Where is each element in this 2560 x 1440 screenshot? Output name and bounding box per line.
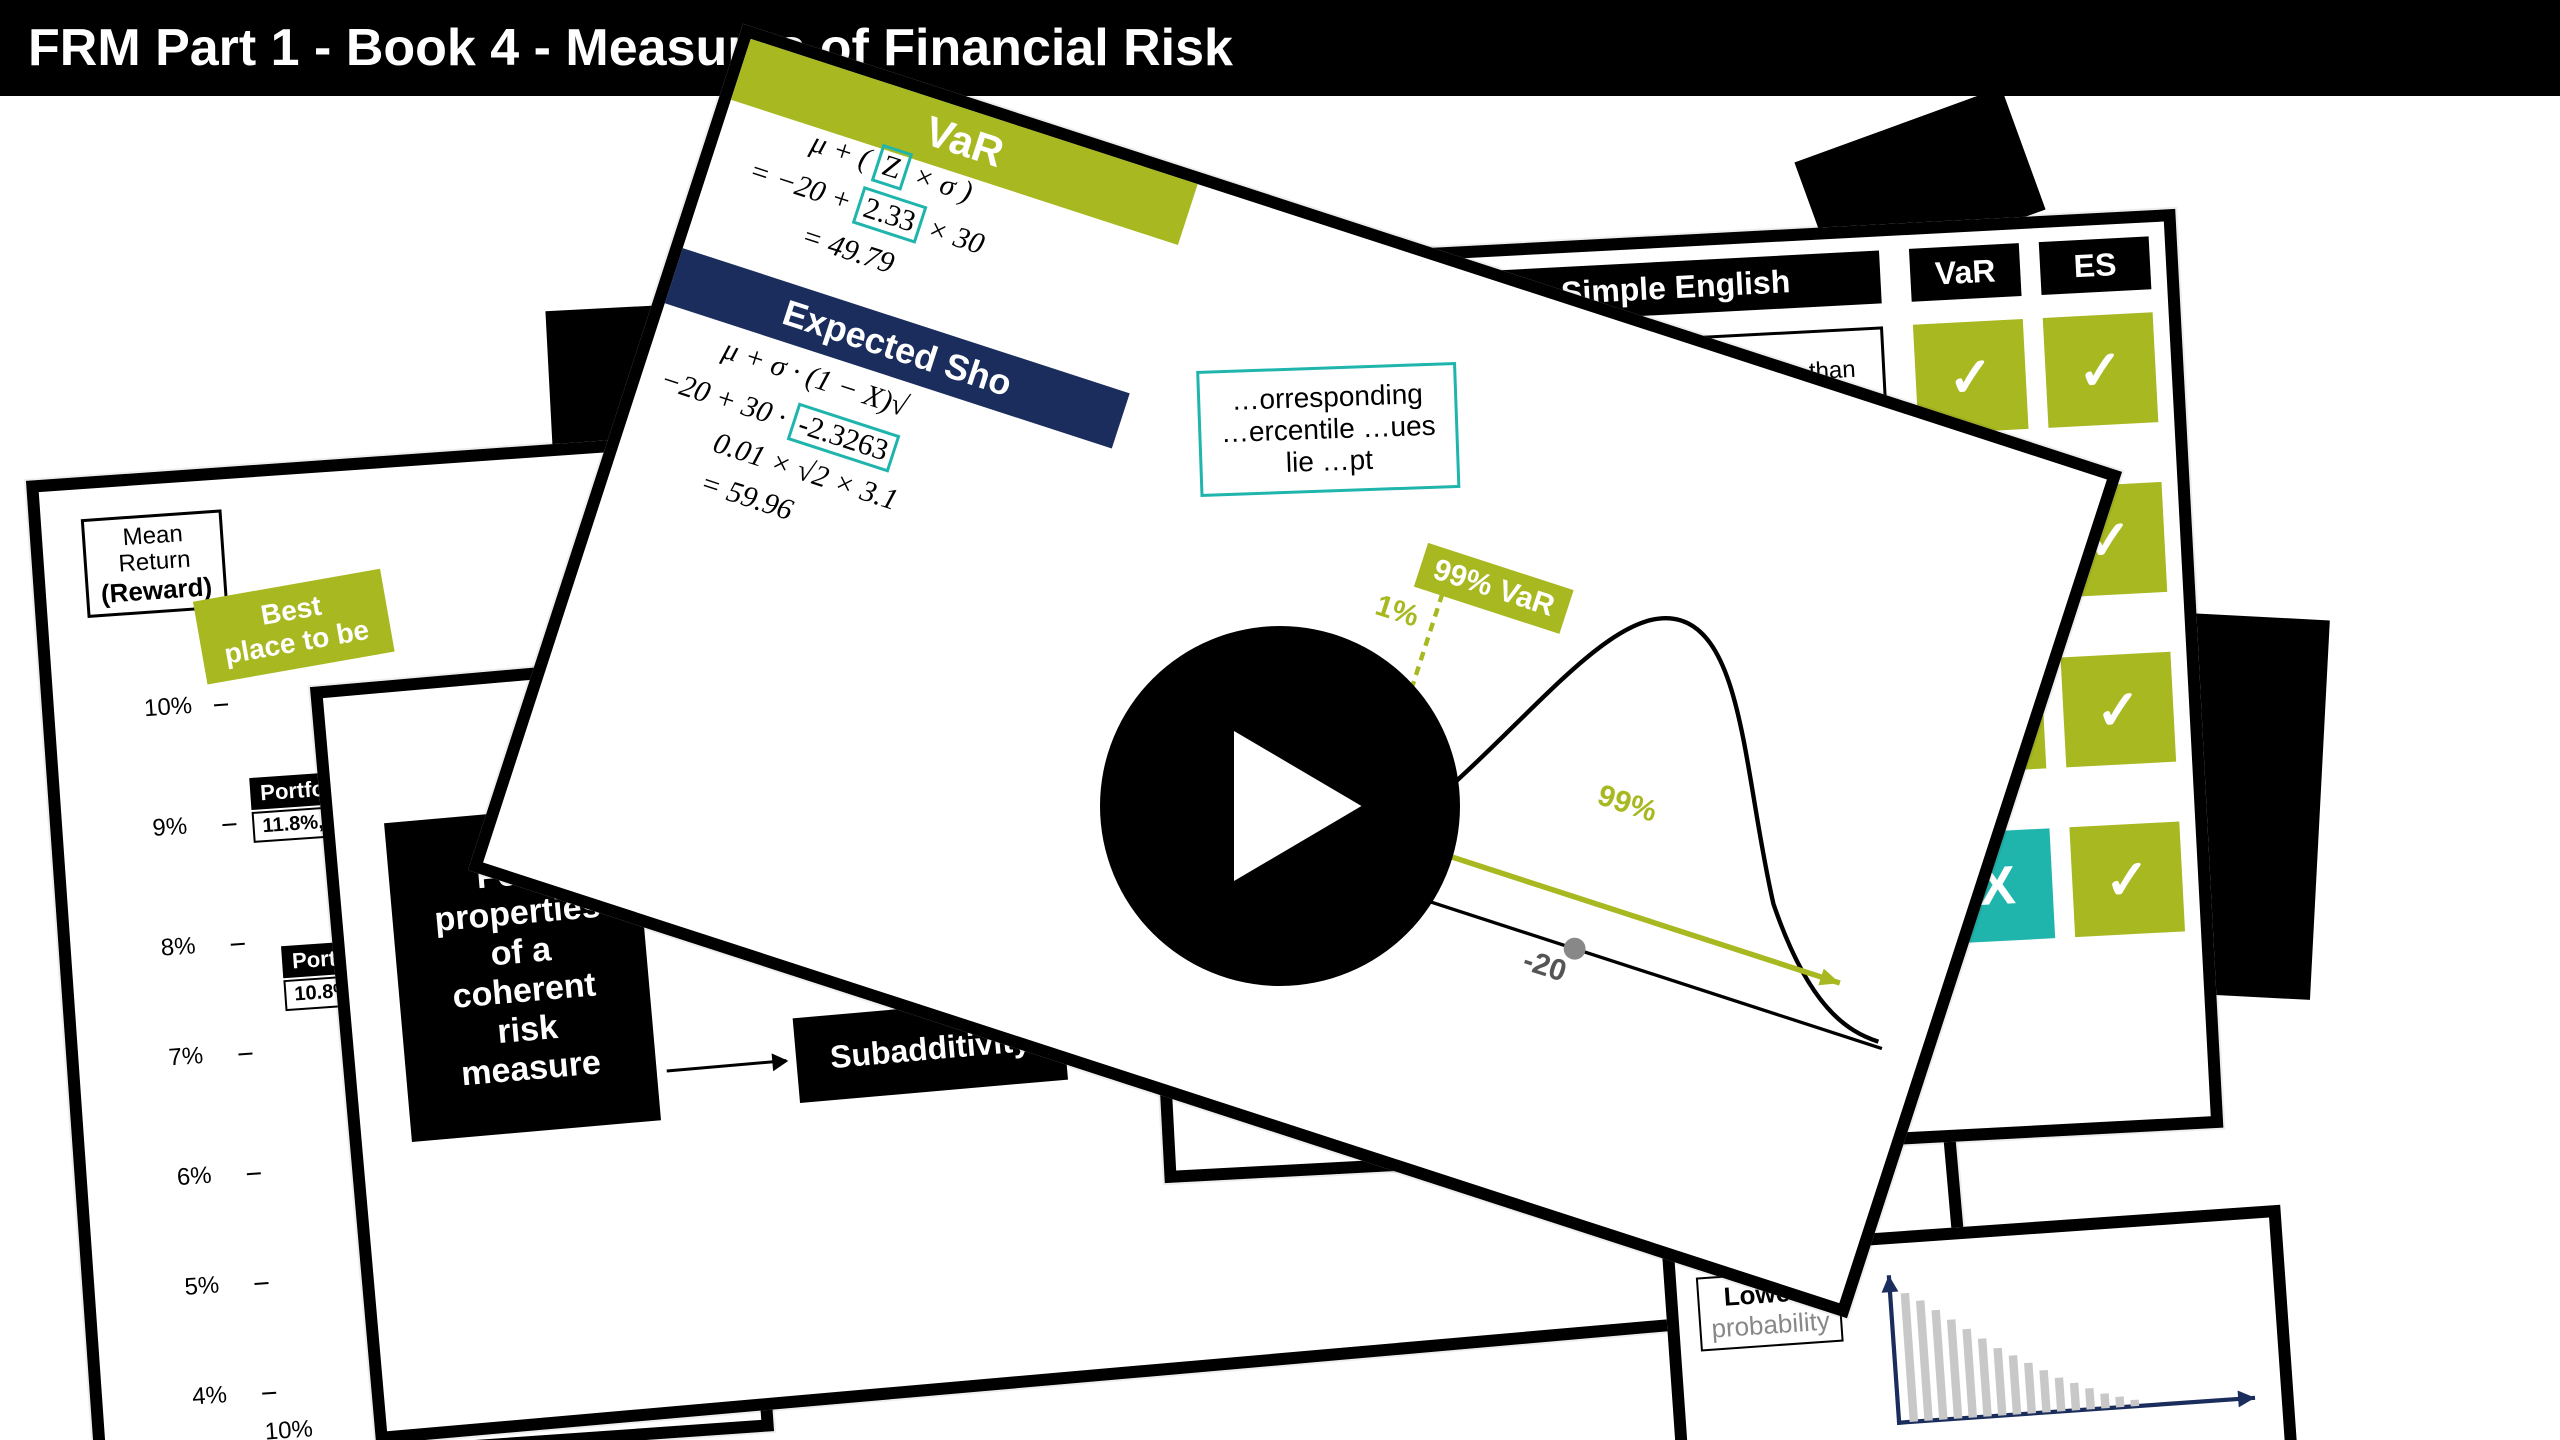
decay-bars-icon: [1875, 1239, 2266, 1435]
cell-es: ✓: [2069, 822, 2185, 938]
y-tick: 8%: [160, 932, 197, 962]
play-icon: [1219, 731, 1369, 881]
arrow-icon: [667, 1059, 787, 1072]
y-tick: 10%: [143, 692, 193, 723]
cell-es: ✓: [2043, 312, 2159, 428]
cell-es: ✓: [2061, 652, 2177, 768]
play-button[interactable]: [1100, 626, 1460, 986]
y-tick: 4%: [191, 1381, 228, 1411]
y-tick: 6%: [176, 1162, 213, 1192]
y-tick: 7%: [168, 1042, 205, 1072]
col-header-var: VaR: [1909, 243, 2022, 302]
y-tick: 9%: [152, 813, 189, 843]
title-bar: FRM Part 1 - Book 4 - Measures of Financ…: [0, 0, 2560, 96]
page-title: FRM Part 1 - Book 4 - Measures of Financ…: [28, 19, 1233, 77]
col-header-es: ES: [2039, 236, 2152, 295]
y-tick: 5%: [184, 1271, 221, 1301]
x-tick: 10%: [264, 1415, 314, 1440]
thumbnail-stage: Mean Return (Reward) Best place to be 10…: [0, 96, 2560, 1436]
